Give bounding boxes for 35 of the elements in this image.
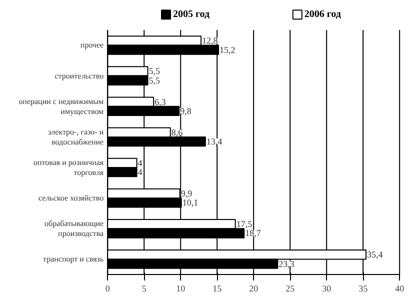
y-tick-label: прочее [80,40,104,50]
y-tick-label: строительство [54,71,104,80]
x-tick-label: 35 [358,284,368,294]
data-label: 5,5 [148,75,161,86]
data-label: 17,5 [236,219,253,230]
x-tick-label: 20 [249,284,259,294]
y-tick-label: транспорт и связь [42,254,104,264]
x-tick-label: 30 [322,284,332,294]
data-label: 6,3 [154,96,166,107]
data-label: 13,4 [206,136,223,147]
data-label: 8,6 [171,127,184,138]
legend-label: 2006 год [304,9,341,20]
data-label: 4 [138,167,143,178]
data-label: 35,4 [367,250,384,260]
y-tick-label: обрабатывающие производства [44,219,104,238]
x-tick-label: 25 [286,284,296,294]
data-label: 4 [138,158,143,168]
x-tick-label: 10 [176,284,186,294]
data-label: 9,8 [180,106,192,116]
x-tick-label: 15 [212,284,222,294]
data-label: 23,3 [278,258,295,269]
y-tick-label: оптовая и розничная торговля [33,158,104,177]
y-tick-label: сельское хозяйство [38,194,104,203]
data-label: 5,5 [148,66,161,76]
x-tick-label: 40 [395,284,405,294]
data-label: 15,2 [220,44,236,55]
data-label: 9,9 [180,188,193,198]
data-label: 12,8 [202,36,218,46]
x-tick-label: 5 [142,284,147,294]
y-tick-label: электро-, газо- и водоснабжение [48,127,104,146]
y-tick-label: операции с недвижимым имуществом [18,96,104,116]
x-tick-label: 0 [105,284,110,294]
legend-label: 2005 год [173,9,210,20]
data-label: 18,7 [245,228,262,238]
data-label: 10,1 [182,198,198,208]
